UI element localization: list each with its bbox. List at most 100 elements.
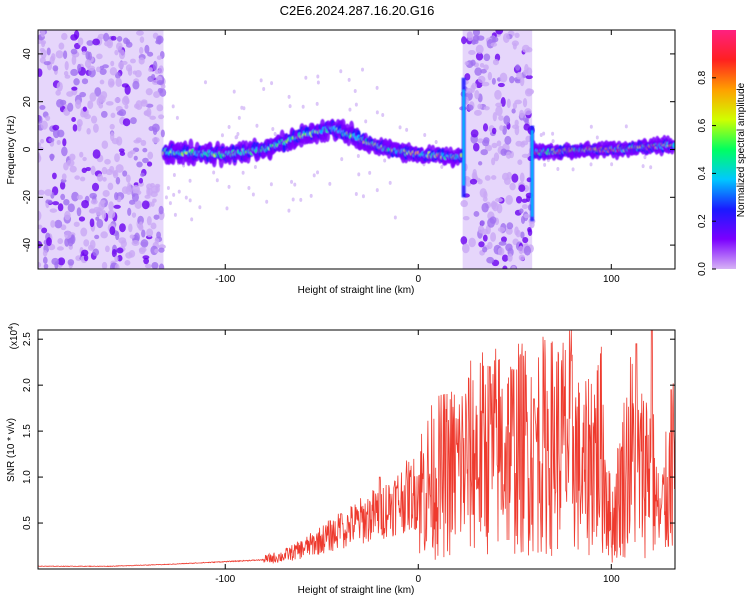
- noise-blob: [507, 253, 513, 262]
- noise-blob: [50, 220, 56, 228]
- noise-dot: [347, 77, 351, 82]
- noise-dot: [173, 212, 177, 217]
- noise-blob: [115, 176, 121, 185]
- noise-blob: [116, 42, 123, 51]
- noise-blob: [482, 234, 488, 242]
- noise-dot: [240, 105, 244, 110]
- noise-blob: [64, 230, 72, 239]
- noise-blob: [521, 44, 530, 53]
- noise-dot: [434, 140, 438, 145]
- noise-blob: [38, 115, 43, 124]
- noise-blob: [120, 240, 127, 248]
- noise-dot: [393, 215, 397, 220]
- noise-blob: [52, 128, 60, 139]
- noise-blob: [70, 48, 78, 55]
- noise-blob: [121, 186, 129, 194]
- noise-blob: [105, 101, 114, 106]
- noise-dot: [225, 206, 229, 211]
- noise-dot: [304, 75, 308, 80]
- noise-blob: [477, 138, 484, 144]
- noise-blob: [61, 146, 68, 157]
- noise-blob: [128, 249, 136, 258]
- noise-blob: [149, 115, 157, 120]
- noise-blob: [491, 127, 497, 135]
- noise-blob: [153, 91, 161, 99]
- noise-blob: [109, 165, 115, 173]
- noise-blob: [56, 98, 64, 108]
- noise-blob: [56, 246, 64, 251]
- colorbar-tick-label: 0.2: [697, 214, 708, 228]
- noise-blob: [131, 212, 137, 218]
- noise-blob: [502, 265, 508, 269]
- noise-dot: [356, 154, 360, 159]
- noise-blob: [140, 239, 149, 248]
- noise-blob: [56, 81, 63, 92]
- noise-blob: [499, 72, 508, 83]
- noise-blob: [473, 142, 480, 152]
- noise-dot: [255, 123, 259, 128]
- noise-blob: [490, 232, 497, 242]
- noise-blob: [472, 30, 481, 37]
- noise-blob: [526, 88, 535, 95]
- noise-dot: [309, 193, 313, 198]
- noise-blob: [130, 58, 136, 64]
- noise-blob: [74, 175, 81, 180]
- noise-blob: [94, 234, 100, 240]
- noise-blob: [509, 182, 516, 191]
- noise-dot: [361, 194, 365, 199]
- noise-blob: [524, 118, 529, 126]
- noise-dot: [290, 179, 294, 184]
- noise-blob: [61, 173, 67, 181]
- noise-blob: [123, 95, 129, 103]
- spectrogram-y-ticks: -40 -20 0 20 40: [22, 48, 675, 252]
- noise-blob: [156, 80, 165, 86]
- multiplier-prefix: (x10: [9, 329, 20, 349]
- noise-dot: [543, 162, 547, 167]
- noise-blob: [481, 202, 489, 213]
- noise-blob: [494, 89, 502, 100]
- noise-blob: [482, 123, 489, 132]
- colorbar-tick-label: 0.6: [697, 118, 708, 132]
- noise-blob: [144, 44, 150, 54]
- noise-blob: [519, 109, 525, 119]
- noise-blob: [89, 92, 97, 102]
- noise-blob: [59, 181, 66, 190]
- noise-blob: [498, 241, 507, 246]
- noise-blob: [479, 188, 487, 198]
- noise-blob: [57, 257, 66, 266]
- noise-blob: [101, 209, 107, 220]
- noise-blob: [81, 199, 90, 209]
- noise-blob: [483, 53, 491, 62]
- noise-blob: [465, 177, 472, 187]
- noise-blob: [58, 42, 65, 50]
- noise-blob: [152, 60, 158, 71]
- noise-blob: [135, 137, 142, 143]
- noise-dot: [253, 165, 257, 170]
- noise-blob: [518, 208, 524, 214]
- noise-blob: [44, 189, 53, 196]
- noise-blob: [141, 229, 146, 238]
- noise-blob: [523, 123, 531, 131]
- noise-blob: [92, 149, 101, 159]
- noise-blob: [138, 247, 146, 255]
- noise-blob: [511, 265, 516, 269]
- noise-blob: [139, 36, 145, 43]
- noise-blob: [505, 194, 513, 205]
- noise-blob: [124, 104, 129, 110]
- noise-blob: [40, 30, 46, 38]
- noise-blob: [133, 155, 138, 161]
- noise-blob: [158, 114, 165, 120]
- noise-blob: [527, 227, 532, 233]
- colorbar-tick-label: 0.0: [697, 262, 708, 276]
- noise-dot: [357, 172, 361, 177]
- noise-blob: [67, 259, 75, 266]
- noise-blob: [81, 51, 87, 56]
- noise-dot: [212, 170, 216, 175]
- snr-frame: [37, 329, 676, 570]
- noise-blob: [39, 47, 45, 53]
- snr-y-tick-label: 1.5: [22, 424, 33, 438]
- noise-blob: [464, 61, 469, 66]
- noise-blob: [141, 200, 150, 210]
- noise-blob: [129, 234, 135, 239]
- noise-blob: [155, 185, 160, 193]
